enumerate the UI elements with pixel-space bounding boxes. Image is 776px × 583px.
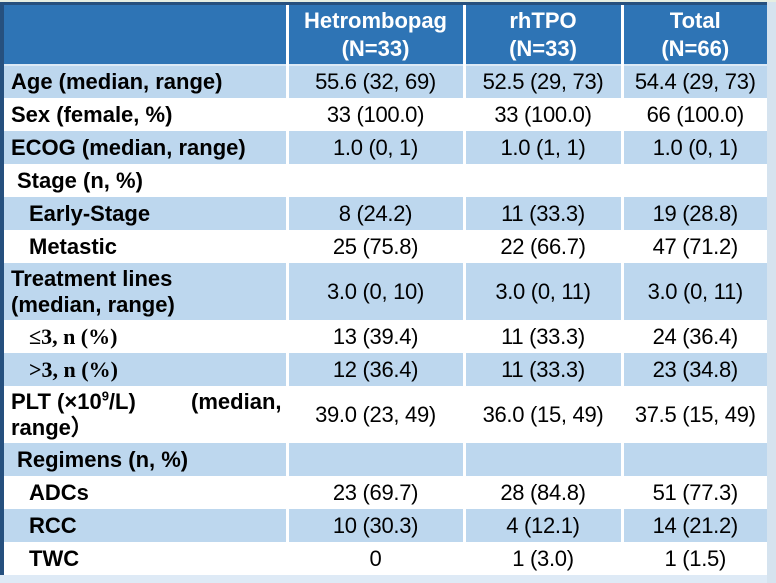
- row-label: TWC: [29, 545, 80, 571]
- value-cell: 54.4 (29, 73): [620, 65, 767, 98]
- row-label: Metastic: [29, 233, 118, 259]
- value-cell: [620, 164, 767, 197]
- value-cell: 1.0 (0, 1): [285, 131, 464, 164]
- column-n: (N=33): [509, 35, 577, 61]
- value-cell: [620, 443, 767, 476]
- row-plt: PLT (×109/L) (median, range） 39.0 (23, 4…: [4, 386, 767, 443]
- value-cell: 23 (34.8): [620, 353, 767, 386]
- value-cell: 19 (28.8): [620, 197, 767, 230]
- value-cell: 37.5 (15, 49): [620, 386, 767, 443]
- row-le3-lines: ≤3, n (%) 13 (39.4) 11 (33.3) 24 (36.4): [4, 320, 767, 353]
- value-cell: 11 (33.3): [462, 197, 622, 230]
- row-label: ADCs: [29, 479, 89, 505]
- value-cell: [462, 164, 622, 197]
- value-cell: 8 (24.2): [285, 197, 464, 230]
- column-n: (N=33): [341, 35, 410, 61]
- value-cell: 23 (69.7): [285, 476, 464, 509]
- row-ecog: ECOG (median, range) 1.0 (0, 1) 1.0 (1, …: [4, 131, 767, 164]
- row-label: RCC: [29, 512, 77, 538]
- row-label: Sex (female, %): [11, 101, 173, 127]
- plt-median-open: (median,: [191, 388, 282, 414]
- row-metastic: Metastic 25 (75.8) 22 (66.7) 47 (71.2): [4, 230, 767, 263]
- table-outer-border: Hetrombopag (N=33) rhTPO (N=33) Total (N…: [0, 5, 767, 575]
- plt-prefix: PLT (×10: [11, 388, 102, 414]
- value-cell: 52.5 (29, 73): [462, 65, 622, 98]
- background-strip-right: [767, 2, 776, 583]
- value-cell: 1.0 (0, 1): [620, 131, 767, 164]
- header-row: Hetrombopag (N=33) rhTPO (N=33) Total (N…: [4, 5, 767, 65]
- value-cell: 25 (75.8): [285, 230, 464, 263]
- value-cell: 66 (100.0): [620, 98, 767, 131]
- value-cell: 14 (21.2): [620, 509, 767, 542]
- value-cell: [462, 443, 622, 476]
- column-n: (N=66): [661, 35, 730, 61]
- column-name: rhTPO: [509, 7, 577, 33]
- value-cell: 3.0 (0, 10): [285, 263, 464, 320]
- row-age: Age (median, range) 55.6 (32, 69) 52.5 (…: [4, 65, 767, 98]
- value-cell: 1 (1.5): [620, 542, 767, 575]
- row-label: >3, n (%): [29, 356, 118, 382]
- row-label: Early-Stage: [29, 200, 151, 226]
- column-name: Hetrombopag: [304, 7, 447, 33]
- value-cell: [285, 443, 464, 476]
- value-cell: 3.0 (0, 11): [620, 263, 767, 320]
- column-name: Total: [669, 7, 721, 33]
- value-cell: [285, 164, 464, 197]
- row-treatment-lines: Treatment lines (median, range) 3.0 (0, …: [4, 263, 767, 320]
- characteristics-table: Hetrombopag (N=33) rhTPO (N=33) Total (N…: [4, 5, 767, 575]
- row-stage: Stage (n, %): [4, 164, 767, 197]
- value-cell: 1.0 (1, 1): [462, 131, 622, 164]
- row-gt3-lines: >3, n (%) 12 (36.4) 11 (33.3) 23 (34.8): [4, 353, 767, 386]
- value-cell: 11 (33.3): [462, 353, 622, 386]
- row-label: ECOG (median, range): [11, 134, 246, 160]
- value-cell: 3.0 (0, 11): [462, 263, 622, 320]
- value-cell: 13 (39.4): [285, 320, 464, 353]
- value-cell: 12 (36.4): [285, 353, 464, 386]
- next-row-partial-strip: [0, 575, 767, 583]
- value-cell: 33 (100.0): [285, 98, 464, 131]
- row-sex: Sex (female, %) 33 (100.0) 33 (100.0) 66…: [4, 98, 767, 131]
- column-header-hetrombopag: Hetrombopag (N=33): [285, 5, 464, 65]
- row-label: Regimens (n, %): [17, 446, 189, 472]
- value-cell: 33 (100.0): [462, 98, 622, 131]
- row-adcs: ADCs 23 (69.7) 28 (84.8) 51 (77.3): [4, 476, 767, 509]
- label-line1: Treatment lines: [11, 265, 173, 291]
- value-cell: 55.6 (32, 69): [285, 65, 464, 98]
- row-label: Treatment lines (median, range): [4, 263, 287, 320]
- row-twc: TWC 0 1 (3.0) 1 (1.5): [4, 542, 767, 575]
- plt-unit: PLT (×109/L): [11, 389, 136, 415]
- value-cell: 10 (30.3): [285, 509, 464, 542]
- value-cell: 1 (3.0): [462, 542, 622, 575]
- value-cell: 36.0 (15, 49): [462, 386, 622, 443]
- label-line2: (median, range): [11, 291, 175, 317]
- column-header-rhtpo: rhTPO (N=33): [462, 5, 622, 65]
- row-regimens: Regimens (n, %): [4, 443, 767, 476]
- value-cell: 51 (77.3): [620, 476, 767, 509]
- header-empty-cell: [4, 5, 287, 65]
- row-label: Stage (n, %): [17, 167, 143, 193]
- value-cell: 28 (84.8): [462, 476, 622, 509]
- top-hairline: [0, 0, 776, 2]
- plt-suffix: /L): [108, 388, 136, 414]
- value-cell: 39.0 (23, 49): [285, 386, 464, 443]
- row-rcc: RCC 10 (30.3) 4 (12.1) 14 (21.2): [4, 509, 767, 542]
- value-cell: 22 (66.7): [462, 230, 622, 263]
- value-cell: 47 (71.2): [620, 230, 767, 263]
- value-cell: 11 (33.3): [462, 320, 622, 353]
- plt-exponent: 9: [101, 388, 109, 404]
- column-header-total: Total (N=66): [620, 5, 767, 65]
- value-cell: 4 (12.1): [462, 509, 622, 542]
- value-cell: 24 (36.4): [620, 320, 767, 353]
- value-cell: 0: [285, 542, 464, 575]
- row-label: Age (median, range): [11, 69, 223, 94]
- row-label: ≤3, n (%): [29, 323, 118, 349]
- row-early-stage: Early-Stage 8 (24.2) 11 (33.3) 19 (28.8): [4, 197, 767, 230]
- table-top-border: [0, 2, 767, 5]
- label-line1: PLT (×109/L) (median,: [11, 389, 286, 415]
- row-label: PLT (×109/L) (median, range）: [4, 386, 287, 443]
- label-line2: range）: [11, 414, 93, 440]
